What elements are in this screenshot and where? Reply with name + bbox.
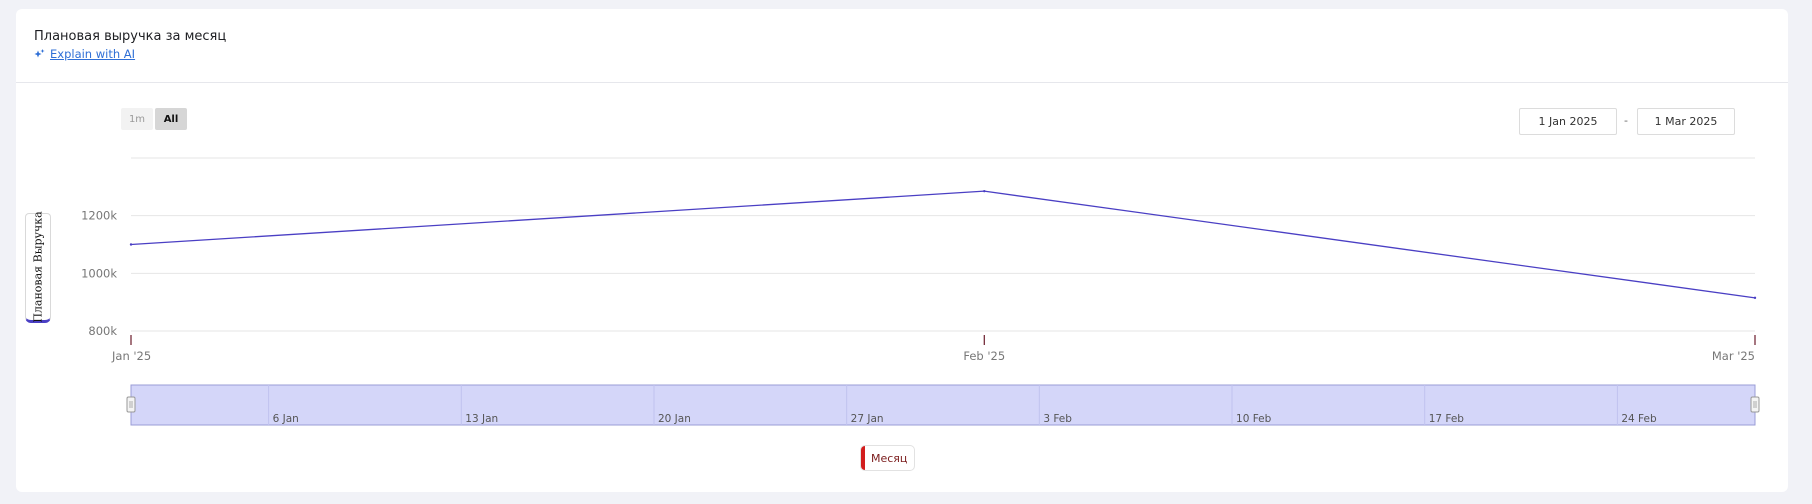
x-tick-label: Jan '25	[111, 349, 151, 363]
navigator-label: 17 Feb	[1429, 413, 1465, 425]
legend-item-month[interactable]: Месяц	[860, 445, 916, 471]
explain-with-ai-label: Explain with AI	[50, 47, 136, 61]
navigator-label: 6 Jan	[273, 413, 299, 425]
date-to-input[interactable]	[1637, 108, 1735, 135]
explain-with-ai-link[interactable]: Explain with AI	[34, 47, 135, 61]
y-tick-label: 1000k	[81, 266, 117, 280]
data-point	[983, 189, 986, 193]
range-selector: 1m All	[121, 108, 187, 130]
y-tick-label: 1200k	[81, 209, 117, 223]
data-point	[129, 243, 133, 246]
y-axis-title[interactable]: Плановая Выручка	[25, 211, 51, 323]
y-tick-label: 800k	[88, 324, 117, 338]
sparkle-icon	[34, 49, 45, 58]
range-all-button[interactable]: All	[155, 108, 187, 130]
navigator-label: 24 Feb	[1621, 413, 1657, 425]
y-axis-title-label: Плановая Выручка	[31, 211, 45, 323]
x-tick-label: Feb '25	[963, 349, 1005, 363]
navigator-handle-left[interactable]	[126, 396, 136, 413]
navigator-label: 27 Jan	[851, 413, 884, 425]
navigator-label: 3 Feb	[1043, 413, 1072, 425]
navigator-label: 20 Jan	[658, 413, 691, 425]
data-point	[1753, 296, 1757, 300]
date-range-separator: -	[1624, 114, 1628, 127]
navigator-fill	[130, 384, 1756, 426]
chart-title: Плановая выручка за месяц	[34, 29, 227, 44]
series-line	[130, 190, 1756, 299]
legend-swatch	[861, 446, 865, 470]
range-1m-button[interactable]: 1m	[121, 108, 153, 130]
legend-label: Месяц	[871, 451, 908, 465]
navigator-handle-right[interactable]	[1750, 396, 1760, 413]
x-tick-label: Mar '25	[1712, 349, 1755, 363]
navigator-label: 13 Jan	[465, 413, 498, 425]
card-header: Плановая выручка за месяц Explain with A…	[16, 9, 1788, 83]
date-from-input[interactable]	[1519, 108, 1617, 135]
navigator-label: 10 Feb	[1236, 413, 1272, 425]
